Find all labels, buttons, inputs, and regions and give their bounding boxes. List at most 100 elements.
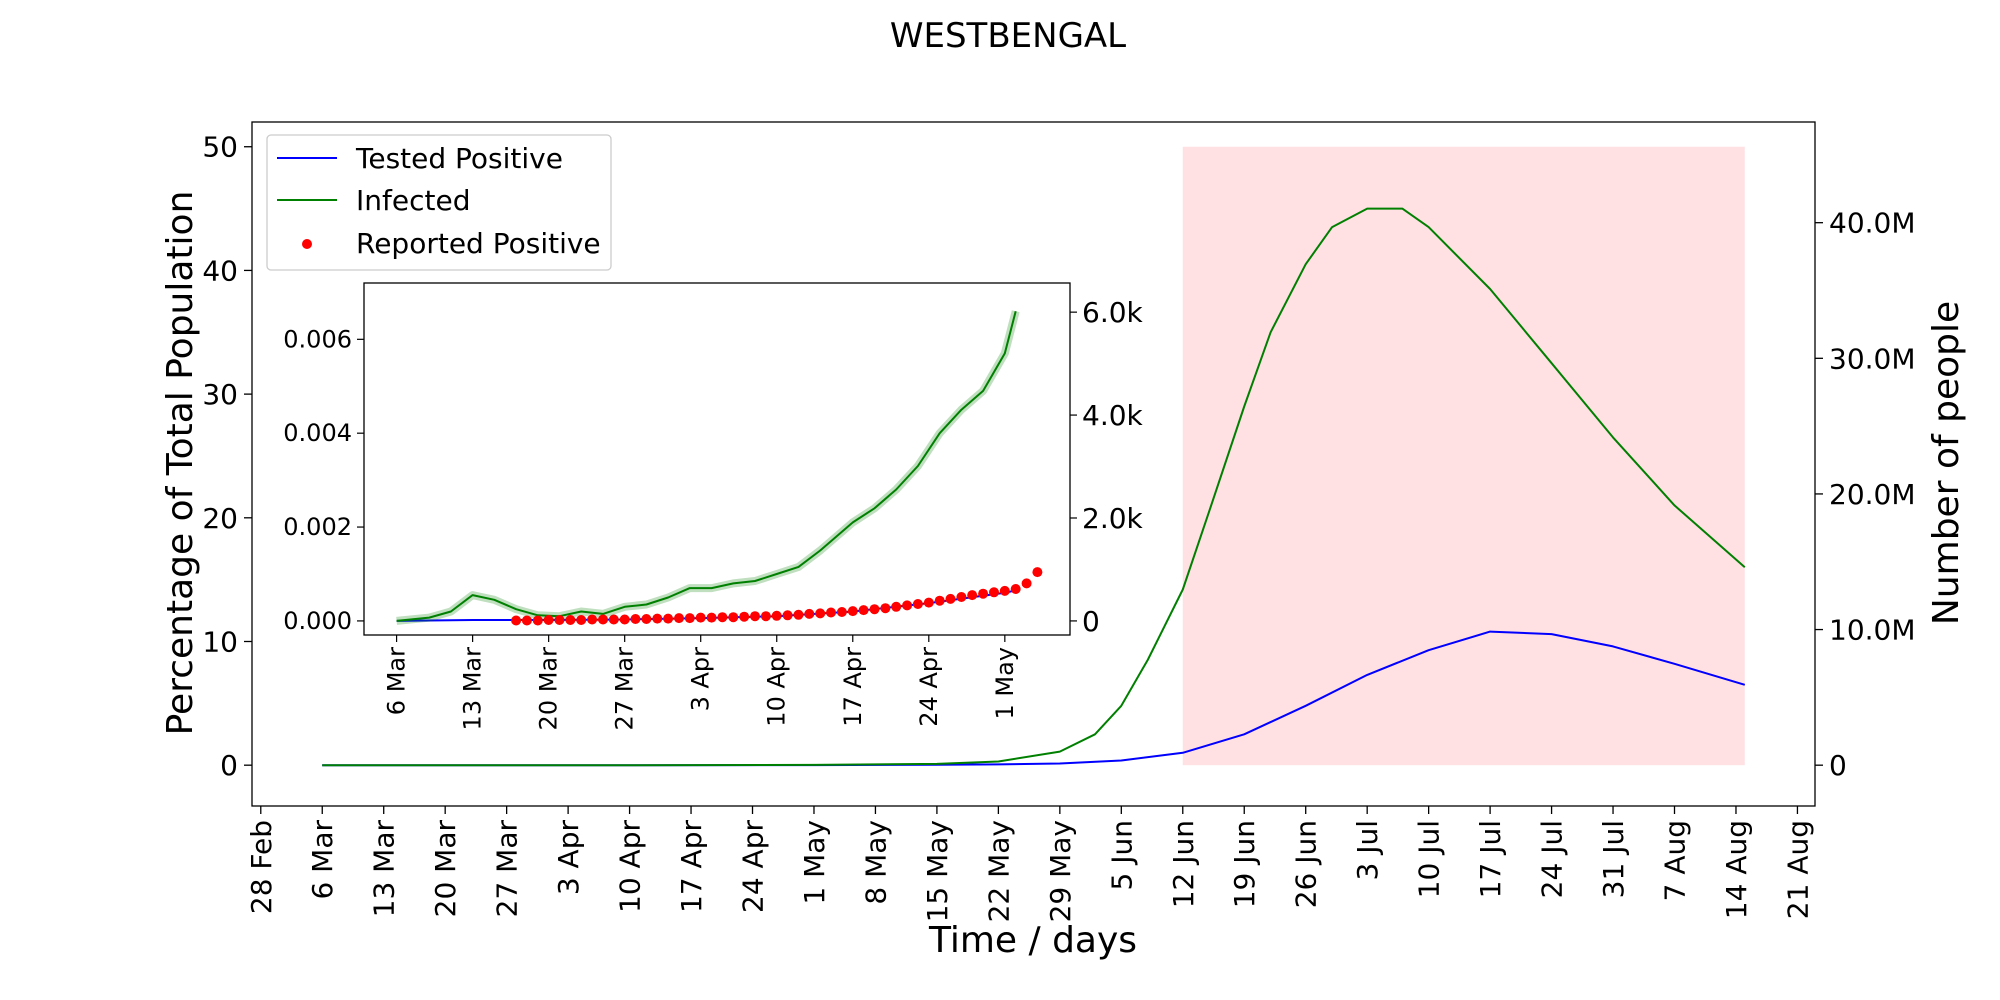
inset-right-y-tick-label: 0 (1082, 605, 1100, 638)
inset-series-layer (396, 310, 1020, 625)
reported-positive-point (956, 592, 967, 602)
x-tick-label: 24 Apr (737, 820, 770, 913)
y-axis-label: Percentage of Total Population (160, 191, 201, 736)
inset-x-tick-label: 10 Apr (763, 647, 791, 727)
inset-right-y-tick-label: 2.0k (1082, 502, 1144, 535)
reported-positive-point (760, 611, 771, 622)
main-series-layer (322, 207, 1746, 767)
inset-x-tick-label: 1 May (991, 647, 1019, 720)
x-axis-label: Time / days (928, 920, 1137, 961)
right-y-tick-label: 0 (1829, 749, 1847, 782)
legend-label-reported-positive: Reported Positive (356, 227, 601, 260)
y-tick-label: 50 (202, 131, 238, 164)
inset-series-line-tested-positive (396, 589, 1016, 622)
shaded-region-layer (1182, 146, 1745, 766)
x-tick-label: 13 Mar (368, 820, 401, 918)
y-tick-label: 10 (202, 625, 238, 658)
inset-right-y-tick-label: 4.0k (1082, 399, 1144, 432)
reported-positive-point (728, 612, 739, 623)
inset-x-tick-label: 3 Apr (687, 647, 715, 712)
inset-plot-frame (363, 282, 1071, 636)
right-y-tick-label: 30.0M (1829, 342, 1916, 375)
reported-positive-point (1032, 567, 1043, 578)
reported-positive-point (598, 614, 608, 625)
x-tick-label: 14 Aug (1720, 820, 1753, 919)
right-y-axis-label: Number of people (1926, 301, 1967, 625)
inset-right-y-tick-label: 6.0k (1082, 296, 1144, 329)
inset-left-y-ticks: 0.000 0.002 0.004 0.006 (283, 325, 364, 635)
inset-x-tick-label: 17 Apr (839, 647, 867, 727)
reported-positive-point (706, 612, 717, 623)
reported-positive-point (511, 615, 522, 626)
main-plot: 0 10 20 30 40 50 0 10.0M 20.0M 30.0M 40.0M 28 Feb… (202, 121, 1916, 922)
x-tick-label: 29 May (1044, 820, 1077, 922)
inset-y-tick-label: 0.004 (283, 419, 352, 447)
left-y-ticks: 0 10 20 30 40 50 (202, 131, 252, 782)
x-tick-label: 15 May (921, 820, 954, 922)
reported-positive-point (554, 615, 565, 625)
y-tick-label: 40 (202, 254, 238, 287)
right-y-tick-label: 20.0M (1829, 478, 1916, 511)
reported-positive-point (912, 599, 923, 609)
reported-positive-point (804, 608, 815, 619)
legend-label-tested-positive: Tested Positive (355, 142, 563, 175)
reported-positive-point (543, 615, 554, 625)
reported-positive-point (750, 611, 760, 622)
reported-positive-point (532, 615, 543, 626)
reported-positive-point (945, 593, 956, 604)
x-tick-label: 3 Apr (552, 820, 585, 896)
inset-reported-points (511, 567, 1043, 626)
right-y-tick-label: 10.0M (1829, 614, 1916, 647)
reported-positive-point (858, 605, 869, 616)
reported-positive-point (934, 595, 945, 606)
x-tick-label: 7 Aug (1659, 820, 1692, 901)
reported-positive-point (565, 615, 576, 625)
x-tick-label: 17 Jul (1474, 820, 1507, 898)
x-tick-label: 10 Jul (1413, 820, 1446, 898)
reported-positive-point (1021, 578, 1032, 589)
inset-x-tick-label: 27 Mar (611, 647, 639, 731)
inset-x-tick-label: 6 Mar (383, 647, 411, 715)
reported-positive-point (826, 607, 836, 618)
reported-positive-point (587, 614, 598, 625)
reported-positive-point (967, 590, 978, 601)
right-y-ticks: 0 10.0M 20.0M 30.0M 40.0M (1815, 207, 1916, 782)
y-tick-label: 0 (220, 749, 238, 782)
x-tick-label: 27 Mar (491, 820, 524, 918)
reported-positive-point (674, 613, 684, 624)
inset-x-ticks: 6 Mar 13 Mar 20 Mar 27 Mar 3 Apr 10 Apr 17 Apr… (383, 635, 1019, 730)
inset-plot: 0.000 0.002 0.004 0.006 0 2.0k 4.0k 6.0k 6 Mar… (283, 282, 1144, 730)
reported-positive-point (739, 611, 750, 622)
reported-positive-point (717, 612, 728, 623)
inset-x-tick-label: 24 Apr (915, 647, 943, 727)
reported-positive-point (815, 608, 826, 619)
inset-y-tick-label: 0.002 (283, 513, 352, 541)
reported-positive-point (880, 603, 891, 614)
series-line-infected (322, 207, 1746, 767)
inset-x-tick-label: 20 Mar (535, 647, 563, 731)
y-tick-label: 20 (202, 502, 238, 535)
reported-positive-point (869, 604, 880, 615)
x-tick-label: 26 Jun (1290, 820, 1323, 908)
reported-positive-point (771, 610, 782, 621)
inset-series-line-infected (396, 310, 1017, 622)
reported-positive-point (576, 615, 587, 625)
reported-positive-point (923, 597, 934, 608)
x-tick-label: 22 May (982, 820, 1015, 922)
shaded-region (1182, 146, 1745, 766)
x-tick-label: 20 Mar (429, 820, 462, 918)
reported-positive-point (652, 613, 663, 624)
reported-positive-point (847, 606, 858, 617)
x-tick-label: 6 Mar (306, 820, 339, 900)
legend: Tested Positive Infected Reported Positi… (266, 134, 612, 271)
x-tick-label: 8 May (859, 820, 892, 905)
x-tick-label: 1 May (798, 820, 831, 905)
x-tick-label: 3 Jul (1351, 820, 1384, 881)
reported-positive-point (1010, 584, 1021, 594)
x-tick-label: 31 Jul (1597, 820, 1630, 898)
inset-x-tick-label: 13 Mar (459, 647, 487, 731)
chart-title: WESTBENGAL (890, 16, 1126, 56)
x-tick-label: 12 Jun (1167, 820, 1200, 908)
reported-positive-point (989, 587, 999, 598)
reported-positive-point (793, 609, 804, 620)
